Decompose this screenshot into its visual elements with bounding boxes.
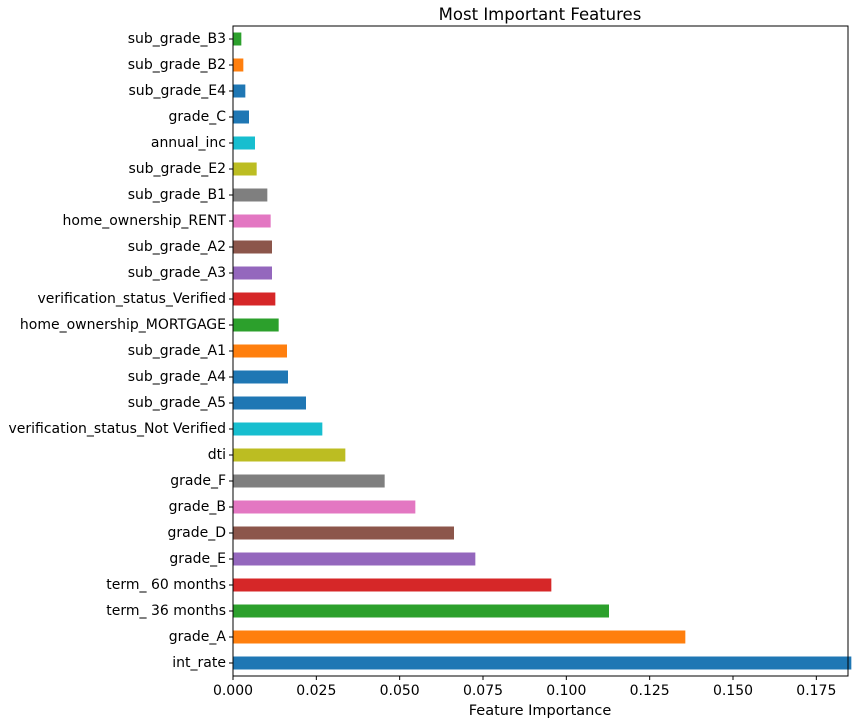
x-axis-ticks: 0.000 0.025 0.050 0.075 0.100 0.125 0.150 0.175 bbox=[213, 676, 836, 699]
bar-int-rate bbox=[233, 656, 852, 670]
y-tick-label: home_ownership_MORTGAGE bbox=[20, 317, 226, 333]
x-tick-label: 0.100 bbox=[546, 683, 586, 699]
x-tick-label: 0.075 bbox=[463, 683, 503, 699]
y-tick-label: verification_status_Not Verified bbox=[8, 421, 226, 437]
x-tick-label: 0.000 bbox=[213, 683, 253, 699]
bar-sub-grade-a4 bbox=[233, 370, 288, 384]
bar-home-ownership-rent bbox=[233, 214, 271, 228]
y-tick-label: sub_grade_B3 bbox=[128, 31, 226, 47]
y-tick-label: sub_grade_E2 bbox=[128, 161, 226, 177]
bar-sub-grade-a1 bbox=[233, 344, 287, 358]
bar-sub-grade-a5 bbox=[233, 396, 306, 410]
x-axis-label: Feature Importance bbox=[469, 703, 612, 719]
bar-verification-status-verified bbox=[233, 292, 276, 306]
y-tick-label: dti bbox=[208, 447, 226, 463]
y-axis-ticks: int_rate grade_A term_ 36 months term_ 60 m… bbox=[8, 31, 233, 671]
x-tick-label: 0.175 bbox=[796, 683, 836, 699]
y-tick-label: sub_grade_B1 bbox=[128, 187, 226, 203]
bar-sub-grade-b3 bbox=[233, 32, 242, 46]
x-tick-label: 0.050 bbox=[380, 683, 420, 699]
y-tick-label: sub_grade_A3 bbox=[128, 265, 226, 281]
bars-group bbox=[233, 32, 852, 670]
bar-sub-grade-a2 bbox=[233, 240, 272, 254]
x-tick-label: 0.150 bbox=[713, 683, 753, 699]
y-tick-label: grade_A bbox=[169, 629, 227, 645]
bar-home-ownership-mortgage bbox=[233, 318, 279, 332]
y-tick-label: grade_B bbox=[169, 499, 226, 515]
y-tick-label: term_ 36 months bbox=[106, 603, 226, 619]
bar-annual-inc bbox=[233, 136, 255, 150]
y-tick-label: sub_grade_E4 bbox=[128, 83, 226, 99]
bar-grade-c bbox=[233, 110, 249, 124]
y-tick-label: home_ownership_RENT bbox=[63, 213, 227, 229]
bar-dti bbox=[233, 448, 346, 462]
bar-grade-a bbox=[233, 630, 686, 644]
y-tick-label: grade_D bbox=[167, 525, 226, 541]
y-tick-label: sub_grade_A2 bbox=[128, 239, 226, 255]
bar-term-36-months bbox=[233, 604, 609, 618]
y-tick-label: grade_F bbox=[170, 473, 226, 489]
y-tick-label: sub_grade_A4 bbox=[128, 369, 226, 385]
bar-sub-grade-b2 bbox=[233, 58, 244, 72]
bar-sub-grade-a3 bbox=[233, 266, 272, 280]
y-tick-label: grade_C bbox=[169, 109, 227, 125]
bar-grade-f bbox=[233, 474, 385, 488]
y-tick-label: grade_E bbox=[169, 551, 226, 567]
y-tick-label: annual_inc bbox=[151, 135, 226, 151]
bar-verification-status-not-verified bbox=[233, 422, 323, 436]
bar-grade-d bbox=[233, 526, 454, 540]
bar-grade-b bbox=[233, 500, 416, 514]
bar-grade-e bbox=[233, 552, 476, 566]
y-tick-label: int_rate bbox=[172, 655, 226, 671]
x-tick-label: 0.025 bbox=[296, 683, 336, 699]
y-tick-label: sub_grade_A5 bbox=[128, 395, 226, 411]
x-tick-label: 0.125 bbox=[630, 683, 670, 699]
y-tick-label: sub_grade_B2 bbox=[128, 57, 226, 73]
bar-sub-grade-e4 bbox=[233, 84, 246, 98]
bar-sub-grade-b1 bbox=[233, 188, 268, 202]
chart-title: Most Important Features bbox=[439, 5, 642, 24]
bar-term-60-months bbox=[233, 578, 552, 592]
plot-area-frame bbox=[232, 25, 849, 677]
bar-sub-grade-e2 bbox=[233, 162, 257, 176]
y-tick-label: sub_grade_A1 bbox=[128, 343, 226, 359]
y-tick-label: term_ 60 months bbox=[106, 577, 226, 593]
y-tick-label: verification_status_Verified bbox=[37, 291, 226, 307]
